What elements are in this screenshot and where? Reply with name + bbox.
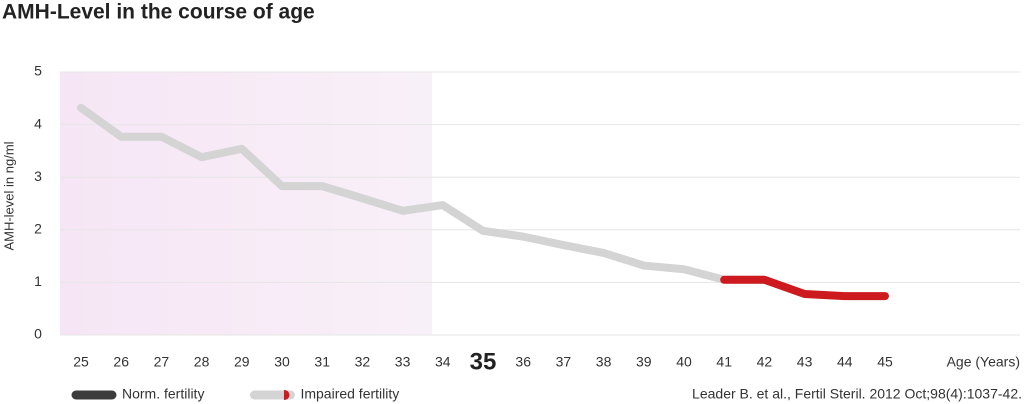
data-line	[77, 103, 769, 284]
x-tick-label: 42	[757, 354, 773, 370]
x-tick-label: 38	[596, 354, 612, 370]
legend: Norm. fertility Impaired fertility	[71, 386, 399, 402]
legend-label: Norm. fertility	[122, 386, 204, 402]
x-tick-label: 30	[274, 354, 290, 370]
x-tick-label: 41	[716, 354, 732, 370]
x-tick-label: 35	[470, 348, 497, 375]
x-tick-label: 44	[837, 354, 853, 370]
x-tick-label: 28	[194, 354, 210, 370]
x-tick-label: 37	[556, 354, 572, 370]
x-tick-label: 31	[314, 354, 330, 370]
data-line	[720, 275, 889, 301]
x-tick-label: 27	[154, 354, 170, 370]
source: Leader B. et al., Fertil Steril. 2012 Oc…	[692, 386, 1022, 402]
x-tick-label: 45	[877, 354, 893, 370]
x-tick-label: 25	[73, 354, 89, 370]
grid	[60, 71, 1020, 336]
legend-label: Impaired fertility	[300, 386, 399, 402]
x-axis-label: Age (Years)	[947, 354, 1020, 370]
chart-title: AMH-Level in the course of age	[2, 1, 315, 24]
y-tick-label: 4	[34, 115, 42, 131]
x-tick-label: 26	[113, 354, 129, 370]
y-axis-label: AMH-level in ng/ml	[1, 141, 16, 250]
y-tick-label: 0	[34, 326, 42, 342]
y-tick-label: 2	[34, 221, 42, 237]
y-tick-label: 3	[34, 168, 42, 184]
x-tick-label: 33	[395, 354, 411, 370]
x-tick-label: 39	[636, 354, 652, 370]
x-tick-label: 36	[515, 354, 531, 370]
x-tick-label: 32	[355, 354, 371, 370]
lines	[77, 103, 889, 301]
y-tick-label: 5	[34, 63, 42, 79]
x-tick-label: 29	[234, 354, 250, 370]
y-tick-label: 1	[34, 273, 42, 289]
x-tick-label: 43	[797, 354, 813, 370]
x-tick-label: 40	[676, 354, 692, 370]
legend-swatch-accent	[283, 389, 290, 401]
x-tick-label: 34	[435, 354, 451, 370]
